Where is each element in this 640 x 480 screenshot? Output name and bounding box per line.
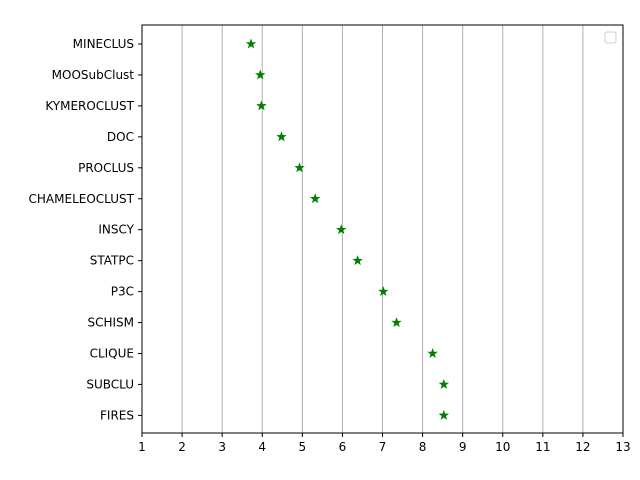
data-point: [438, 409, 450, 420]
y-tick-label: STATPC: [90, 254, 134, 268]
data-points: [245, 38, 450, 420]
data-point: [309, 193, 321, 204]
y-axis: MINECLUS MOOSubClust KYMEROCLUST DOC PROCLUS…: [29, 37, 142, 422]
data-point: [276, 131, 287, 142]
data-point: [352, 255, 363, 266]
data-point: [427, 348, 438, 358]
x-tick-label: 12: [575, 440, 590, 454]
x-tick-label: 3: [218, 440, 226, 454]
x-tick-label: 1: [138, 440, 146, 454]
y-tick-label: FIRES: [100, 408, 134, 422]
data-point: [255, 69, 266, 80]
data-point: [391, 317, 402, 327]
data-point: [378, 286, 389, 297]
y-tick-label: P3C: [111, 285, 134, 299]
y-tick-label: SCHISM: [87, 316, 134, 330]
x-tick-label: 9: [459, 440, 467, 454]
y-tick-label: CLIQUE: [90, 347, 134, 361]
y-tick-label: MOOSubClust: [52, 68, 135, 82]
data-point: [336, 224, 347, 235]
data-point: [294, 162, 305, 173]
y-tick-label: DOC: [107, 130, 134, 144]
x-tick-label: 10: [495, 440, 510, 454]
data-point: [256, 100, 267, 111]
x-tick-label: 2: [178, 440, 186, 454]
data-point: [438, 378, 450, 389]
x-tick-label: 11: [535, 440, 550, 454]
x-tick-label: 7: [379, 440, 387, 454]
x-tick-label: 13: [615, 440, 630, 454]
y-tick-label: CHAMELEOCLUST: [29, 192, 135, 206]
x-tick-label: 4: [258, 440, 266, 454]
x-tick-label: 8: [419, 440, 427, 454]
y-tick-label: MINECLUS: [73, 37, 134, 51]
x-tick-label: 5: [299, 440, 307, 454]
legend-box: [604, 31, 617, 44]
y-tick-label: SUBCLU: [86, 377, 134, 391]
x-tick-label: 6: [339, 440, 347, 454]
y-tick-label: INSCY: [98, 223, 134, 237]
data-point: [245, 38, 257, 49]
x-axis: 1 2 3 4 5 6 7 8 9 10 11 12 13: [138, 433, 631, 454]
y-tick-label: KYMEROCLUST: [45, 99, 134, 113]
grid-lines: [181, 25, 584, 433]
y-tick-label: PROCLUS: [78, 161, 134, 175]
